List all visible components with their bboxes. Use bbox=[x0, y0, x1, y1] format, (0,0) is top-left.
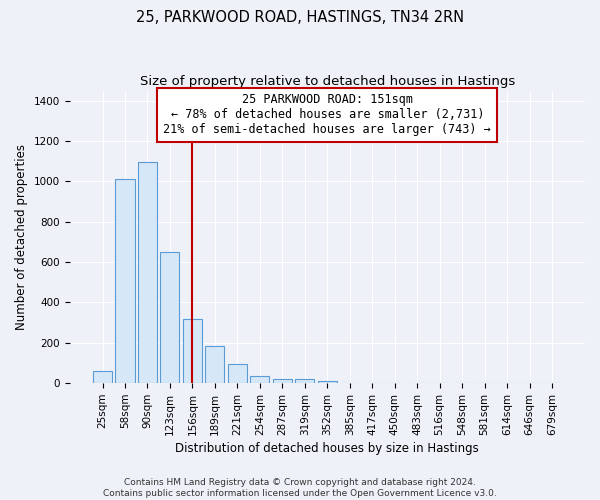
Bar bbox=[228, 364, 247, 383]
Text: 25 PARKWOOD ROAD: 151sqm
← 78% of detached houses are smaller (2,731)
21% of sem: 25 PARKWOOD ROAD: 151sqm ← 78% of detach… bbox=[163, 94, 491, 136]
Bar bbox=[183, 318, 202, 383]
Bar bbox=[250, 376, 269, 383]
Bar bbox=[160, 252, 179, 383]
Bar bbox=[115, 180, 134, 383]
Bar bbox=[93, 371, 112, 383]
Bar bbox=[138, 162, 157, 383]
Text: 25, PARKWOOD ROAD, HASTINGS, TN34 2RN: 25, PARKWOOD ROAD, HASTINGS, TN34 2RN bbox=[136, 10, 464, 25]
Title: Size of property relative to detached houses in Hastings: Size of property relative to detached ho… bbox=[140, 75, 515, 88]
Y-axis label: Number of detached properties: Number of detached properties bbox=[15, 144, 28, 330]
Text: Contains HM Land Registry data © Crown copyright and database right 2024.
Contai: Contains HM Land Registry data © Crown c… bbox=[103, 478, 497, 498]
X-axis label: Distribution of detached houses by size in Hastings: Distribution of detached houses by size … bbox=[175, 442, 479, 455]
Bar bbox=[318, 381, 337, 383]
Bar bbox=[205, 346, 224, 383]
Bar bbox=[273, 379, 292, 383]
Bar bbox=[295, 379, 314, 383]
